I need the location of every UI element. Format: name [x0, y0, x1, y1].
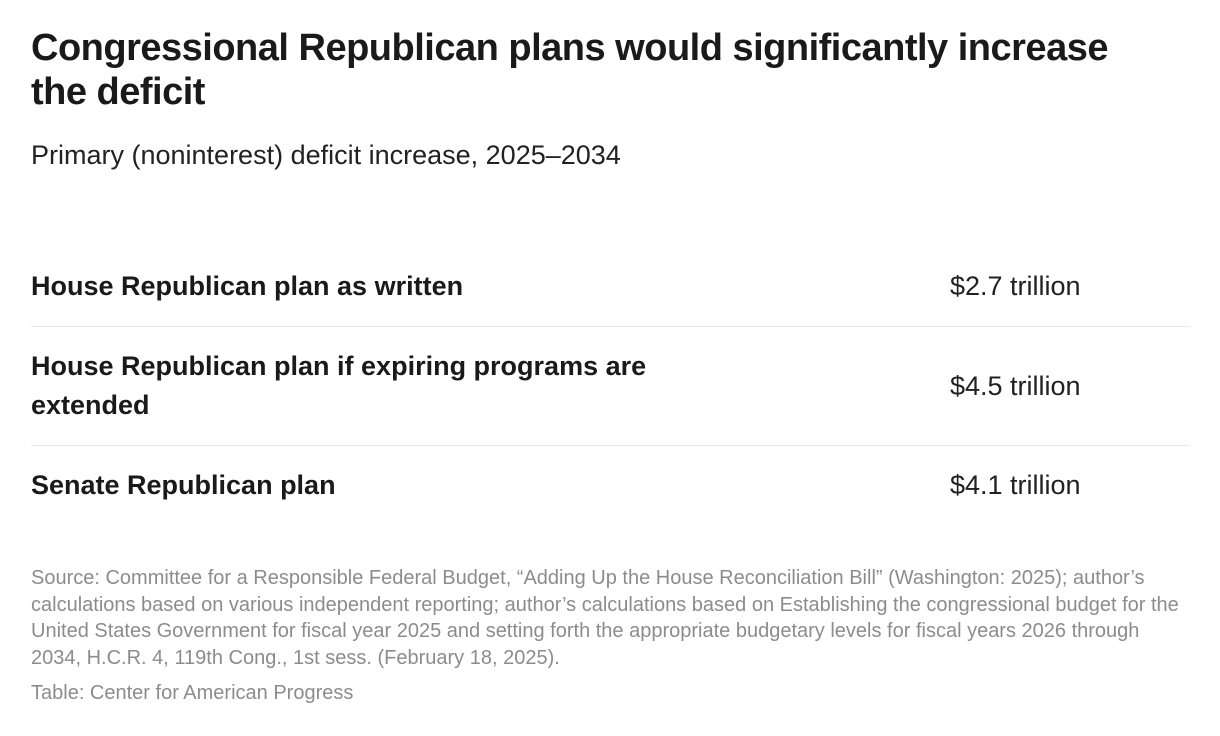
row-value-house-plan-extended: $4.5 trillion	[950, 370, 1081, 401]
row-value-senate-plan: $4.1 trillion	[950, 470, 1081, 500]
page-title: Congressional Republican plans would sig…	[31, 27, 1108, 113]
table-card: Congressional Republican plans would sig…	[31, 27, 1190, 707]
table-row: House Republican plan if expiring progra…	[31, 327, 1190, 445]
page-subtitle: Primary (noninterest) deficit increase, …	[31, 140, 621, 170]
data-table: House Republican plan as written $2.7 tr…	[31, 247, 1190, 525]
row-value-house-plan-as-written: $2.7 trillion	[950, 271, 1081, 301]
row-label-senate-plan: Senate Republican plan	[31, 470, 336, 500]
row-divider	[31, 445, 1190, 446]
row-label-house-plan-extended: House Republican plan if expiring progra…	[31, 351, 647, 420]
source-note: Source: Committee for a Responsible Fede…	[31, 567, 1179, 669]
table-credit: Table: Center for American Progress	[31, 682, 354, 704]
row-label-house-plan-as-written: House Republican plan as written	[31, 271, 464, 301]
footer: Source: Committee for a Responsible Fede…	[31, 565, 1190, 707]
row-divider	[31, 326, 1190, 327]
table-row: House Republican plan as written $2.7 tr…	[31, 247, 1190, 326]
table-row: Senate Republican plan $4.1 trillion	[31, 446, 1190, 525]
